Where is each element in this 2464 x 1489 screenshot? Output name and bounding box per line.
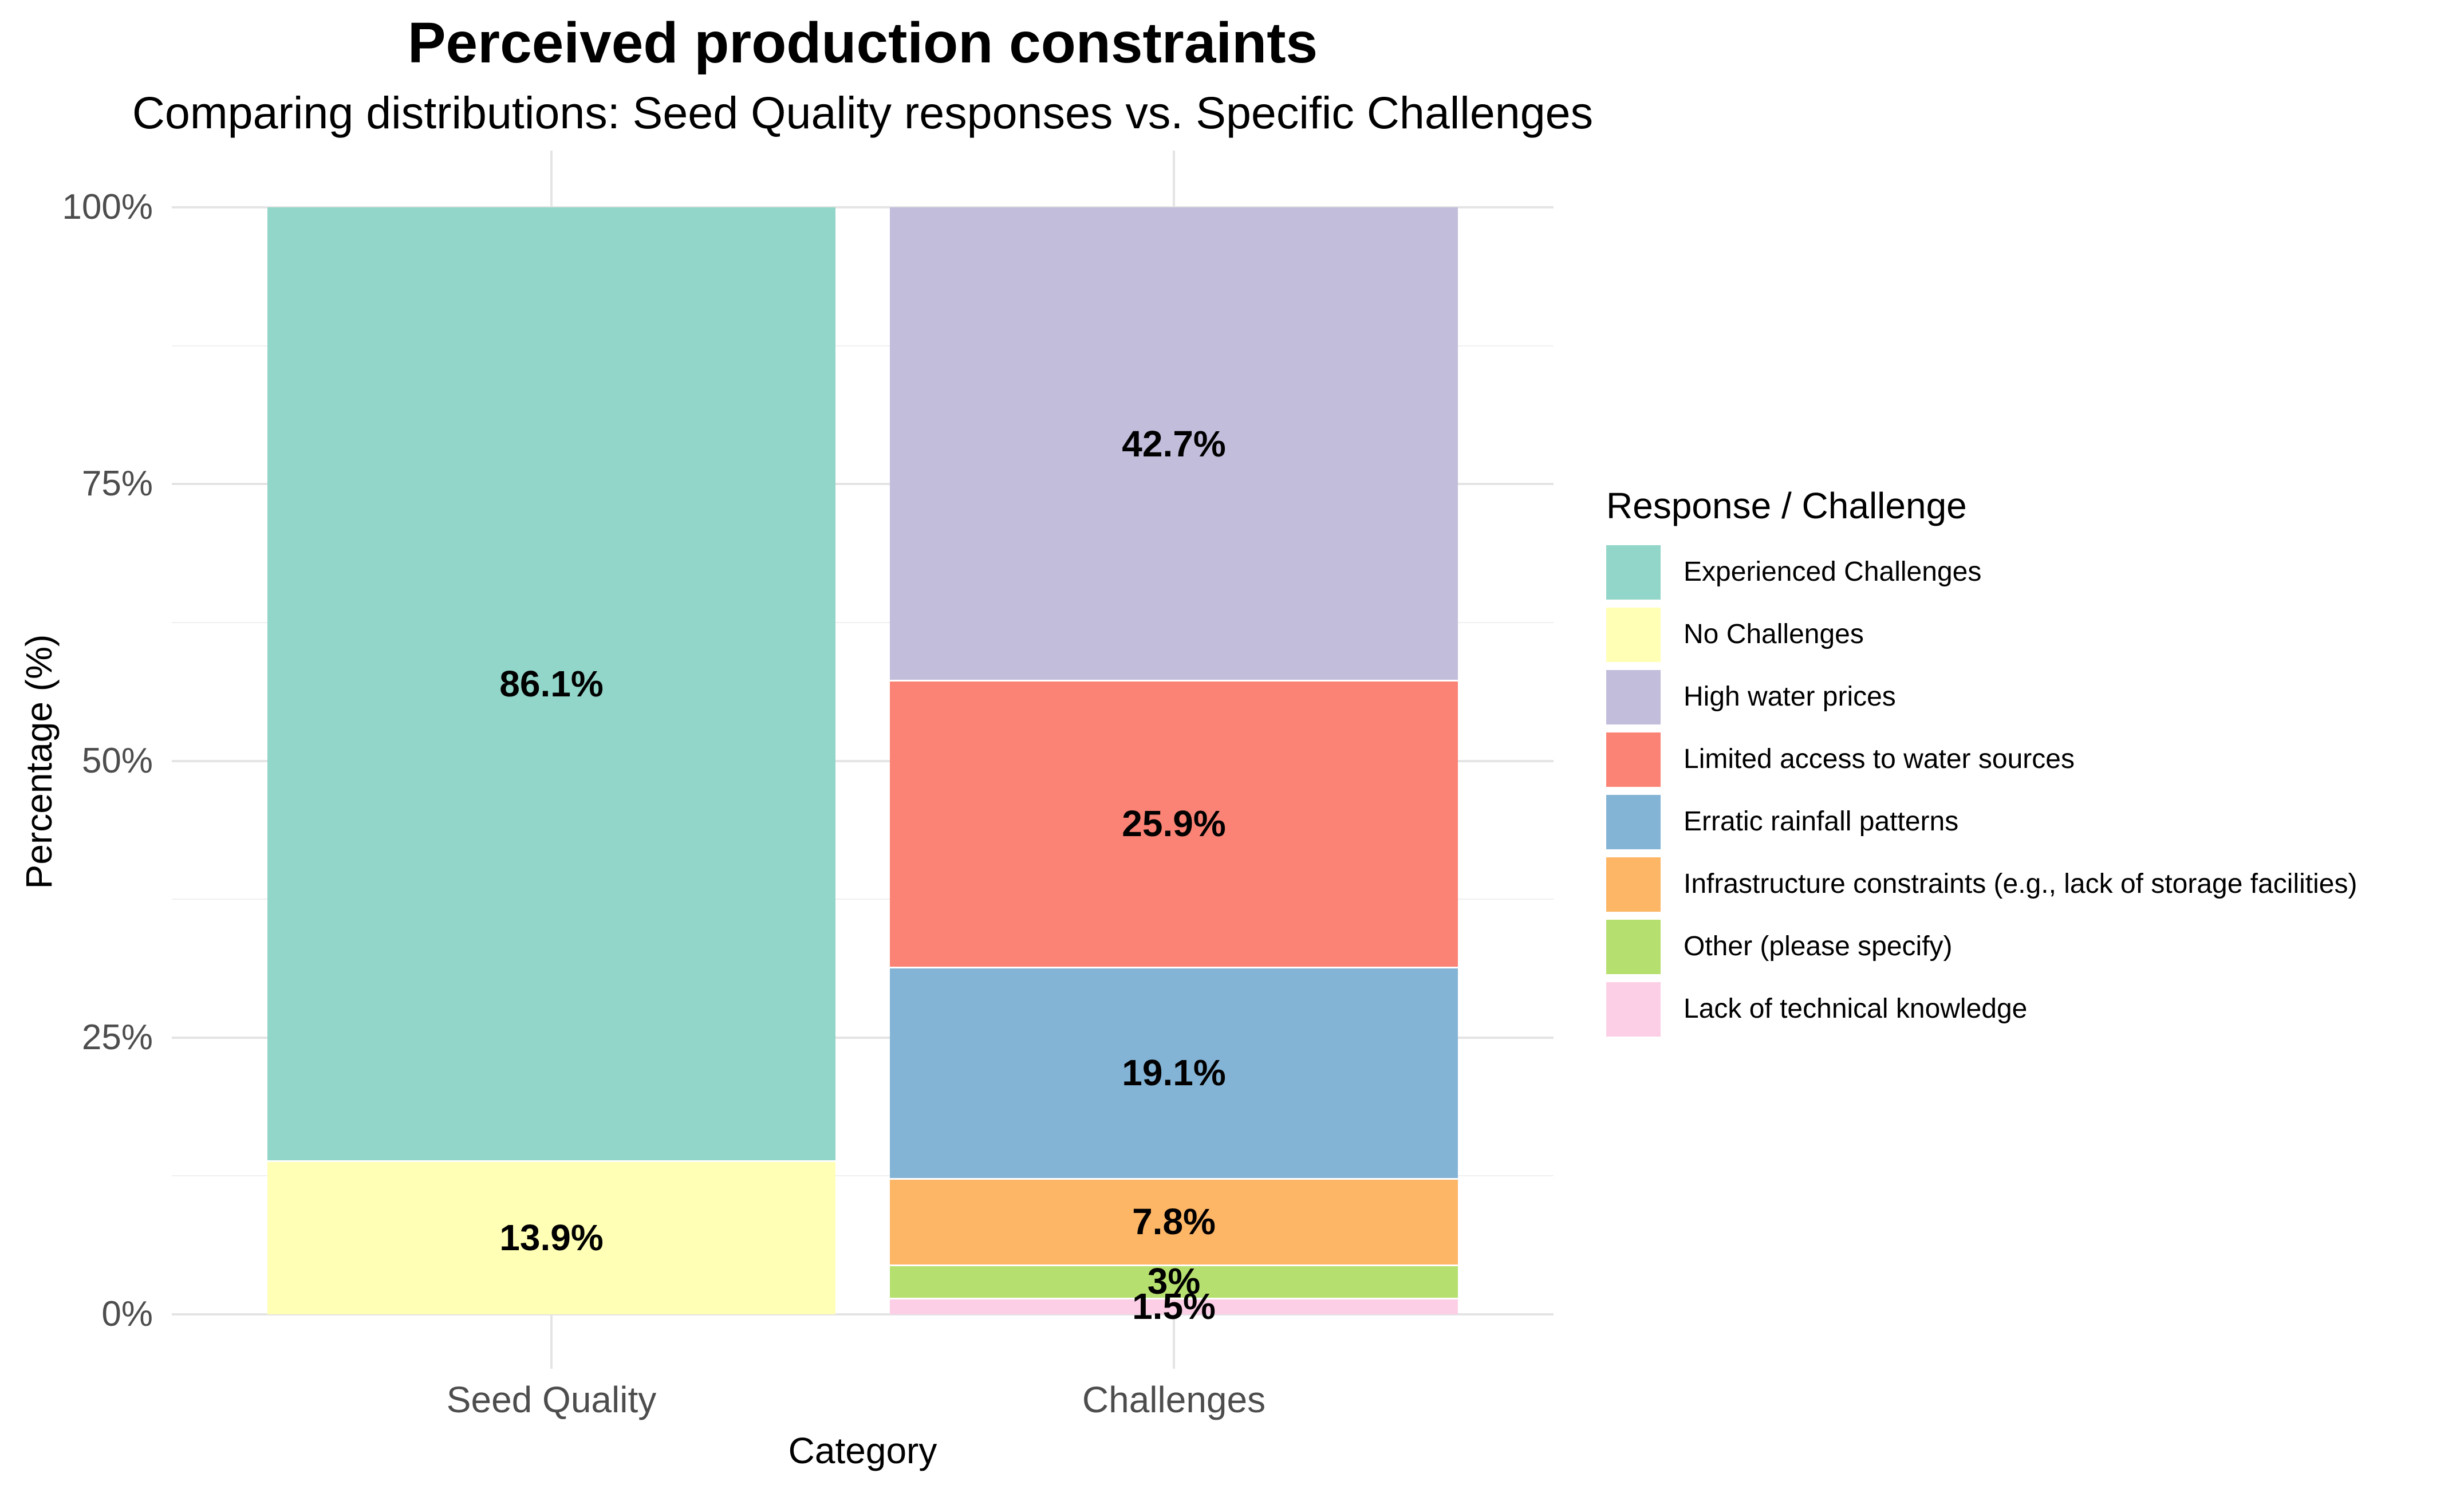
- gridline-minor-horizontal: [172, 1175, 1554, 1177]
- legend: Response / Challenge Experienced Challen…: [1606, 484, 2464, 1045]
- x-axis-title: Category: [788, 1430, 937, 1471]
- y-axis-tick-label: 50%: [81, 740, 153, 781]
- bar-segment-label: 86.1%: [499, 663, 604, 705]
- gridline-major-horizontal: [172, 759, 1554, 762]
- gridline-major-horizontal: [172, 1036, 1554, 1039]
- bar-segment: [890, 680, 1458, 967]
- bar-segment-label: 3%: [1147, 1260, 1201, 1302]
- legend-row: Experienced Challenges: [1606, 545, 2464, 600]
- legend-label: No Challenges: [1684, 619, 1864, 649]
- legend-swatch: [1606, 607, 1661, 662]
- x-axis-tick-label: Challenges: [1082, 1379, 1266, 1420]
- gridline-minor-horizontal: [172, 345, 1554, 346]
- legend-row: Erratic rainfall patterns: [1606, 794, 2464, 849]
- gridline-minor-horizontal: [172, 621, 1554, 623]
- y-axis-title: Percentage (%): [18, 634, 60, 889]
- legend-row: High water prices: [1606, 669, 2464, 724]
- bar-segment: [890, 1265, 1458, 1298]
- legend-swatch: [1606, 982, 1661, 1037]
- chart-subtitle: Comparing distributions: Seed Quality re…: [132, 87, 1594, 138]
- bar-segment: [890, 207, 1458, 680]
- gridline-major-vertical: [550, 151, 553, 1369]
- gridline-major-vertical: [1173, 151, 1175, 1369]
- legend-label: Limited access to water sources: [1684, 743, 2075, 774]
- legend-swatch: [1606, 669, 1661, 724]
- legend-label: Erratic rainfall patterns: [1684, 806, 1959, 837]
- y-axis-tick-label: 0%: [101, 1294, 153, 1334]
- y-axis-tick-label: 75%: [81, 464, 153, 504]
- legend-row: Lack of technical knowledge: [1606, 982, 2464, 1037]
- legend-row: Infrastructure constraints (e.g., lack o…: [1606, 857, 2464, 912]
- legend-row: Other (please specify): [1606, 919, 2464, 974]
- bar-segment-label: 1.5%: [1132, 1285, 1216, 1327]
- bar-segment-label: 7.8%: [1132, 1200, 1216, 1242]
- gridline-major-horizontal: [172, 483, 1554, 486]
- legend-row: No Challenges: [1606, 607, 2464, 662]
- legend-label: Other (please specify): [1684, 931, 1953, 962]
- bar-segment-label: 19.1%: [1122, 1051, 1226, 1093]
- legend-swatch: [1606, 919, 1661, 974]
- legend-label: Lack of technical knowledge: [1684, 993, 2028, 1024]
- y-axis-tick-label: 100%: [62, 187, 153, 227]
- bar-segment: [890, 967, 1458, 1179]
- legend-label: Experienced Challenges: [1684, 556, 1982, 587]
- gridline-major-horizontal: [172, 206, 1554, 208]
- legend-swatch: [1606, 732, 1661, 787]
- legend-swatch: [1606, 794, 1661, 849]
- bar-segment: [890, 1178, 1458, 1265]
- y-axis-tick-label: 25%: [81, 1017, 153, 1057]
- bar-segment-label: 42.7%: [1122, 423, 1226, 464]
- legend-label: High water prices: [1684, 681, 1896, 712]
- gridline-minor-horizontal: [172, 899, 1554, 900]
- legend-swatch: [1606, 857, 1661, 912]
- bar-segment: [890, 1298, 1458, 1314]
- legend-label: Infrastructure constraints (e.g., lack o…: [1684, 868, 2357, 899]
- legend-swatch: [1606, 545, 1661, 600]
- legend-title: Response / Challenge: [1606, 485, 1967, 526]
- gridline-major-horizontal: [172, 1313, 1554, 1315]
- chart-title: Perceived production constraints: [407, 11, 1318, 75]
- legend-row: Limited access to water sources: [1606, 732, 2464, 787]
- bar-segment: [267, 1160, 835, 1314]
- x-axis-tick-label: Seed Quality: [446, 1379, 657, 1420]
- bar-segment-label: 25.9%: [1122, 802, 1226, 844]
- bar-segment: [267, 207, 835, 1161]
- bar-segment-label: 13.9%: [499, 1216, 604, 1258]
